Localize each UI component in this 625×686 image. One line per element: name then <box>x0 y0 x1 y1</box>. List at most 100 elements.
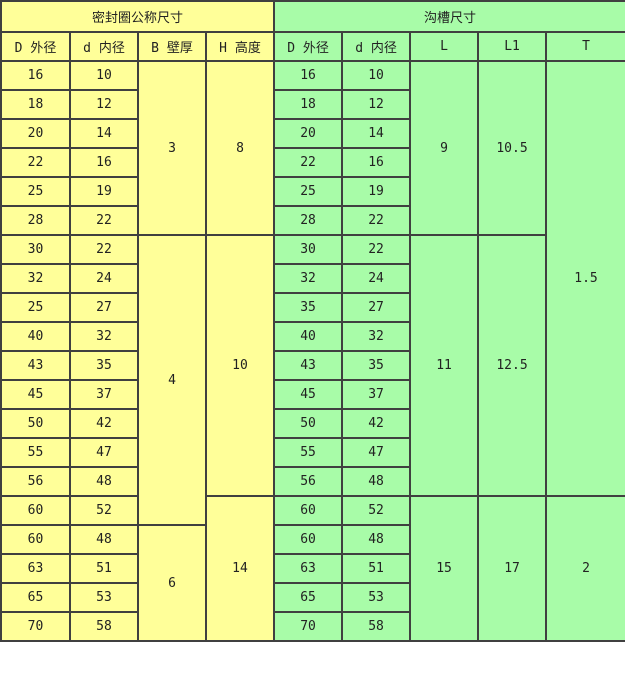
table-row: 60 48 6 60 48 <box>0 524 625 642</box>
groove-outer-diameter-cell: 20 <box>273 118 344 149</box>
seal-inner-diameter-cell: 42 <box>69 408 139 439</box>
seal-outer-diameter-cell: 63 <box>0 553 71 584</box>
table-row: 40 32 40 32 <box>0 321 625 352</box>
groove-outer-diameter-cell: 28 <box>273 205 344 236</box>
seal-outer-diameter-cell: 25 <box>0 176 71 207</box>
groove-inner-diameter-cell: 42 <box>341 408 412 439</box>
seal-outer-diameter-cell: 60 <box>0 524 71 555</box>
merged-h-cell: 8 <box>204 60 276 236</box>
table-row: 18 12 18 12 <box>0 89 625 120</box>
groove-outer-diameter-cell: 56 <box>273 466 344 497</box>
groove-inner-diameter-cell: 16 <box>341 147 412 178</box>
groove-inner-diameter-cell: 47 <box>341 437 412 468</box>
merged-l1-cell: 17 <box>477 495 548 642</box>
groove-outer-diameter-cell: 16 <box>273 60 344 91</box>
column-header-groove-l: L <box>409 31 480 62</box>
seal-inner-diameter-cell: 27 <box>69 292 139 323</box>
seal-outer-diameter-cell: 55 <box>0 437 71 468</box>
merged-h-cell: 10 <box>204 234 276 497</box>
groove-inner-diameter-cell: 22 <box>341 205 412 236</box>
seal-outer-diameter-cell: 30 <box>0 234 71 265</box>
table-row: 50 42 50 42 <box>0 408 625 439</box>
table-row: 16 10 3 8 16 10 9 10.5 1.5 <box>0 60 625 497</box>
seal-inner-diameter-cell: 37 <box>69 379 139 410</box>
merged-l-cell: 15 <box>409 495 480 642</box>
table-row: 22 16 22 16 <box>0 147 625 178</box>
merged-b-cell: 6 <box>137 524 207 642</box>
groove-outer-diameter-cell: 25 <box>273 176 344 207</box>
groove-inner-diameter-cell: 22 <box>341 234 412 265</box>
merged-l-cell: 9 <box>409 60 480 236</box>
seal-inner-diameter-cell: 12 <box>69 89 139 120</box>
merged-l-cell: 11 <box>409 234 480 497</box>
seal-inner-diameter-cell: 24 <box>69 263 139 294</box>
table-row: 32 24 32 24 <box>0 263 625 294</box>
groove-inner-diameter-cell: 12 <box>341 89 412 120</box>
column-header-seal-wall-thickness: B 壁厚 <box>137 31 207 62</box>
groove-inner-diameter-cell: 32 <box>341 321 412 352</box>
groove-inner-diameter-cell: 48 <box>341 524 412 555</box>
groove-inner-diameter-cell: 37 <box>341 379 412 410</box>
merged-b-cell: 4 <box>137 234 207 526</box>
seal-outer-diameter-cell: 70 <box>0 611 71 642</box>
seal-outer-diameter-cell: 60 <box>0 495 71 526</box>
seal-inner-diameter-cell: 52 <box>69 495 139 526</box>
table-row: 56 48 56 48 <box>0 466 625 497</box>
table-row: 70 58 70 58 <box>0 611 625 642</box>
groove-inner-diameter-cell: 24 <box>341 263 412 294</box>
groove-outer-diameter-cell: 40 <box>273 321 344 352</box>
seal-inner-diameter-cell: 32 <box>69 321 139 352</box>
groove-outer-diameter-cell: 50 <box>273 408 344 439</box>
table-row: 25 19 25 19 <box>0 176 625 207</box>
groove-outer-diameter-cell: 70 <box>273 611 344 642</box>
table-row: 43 35 43 35 <box>0 350 625 381</box>
merged-b-cell: 3 <box>137 60 207 236</box>
groove-outer-diameter-cell: 60 <box>273 495 344 526</box>
groove-size-header: 沟槽尺寸 <box>273 0 625 33</box>
groove-inner-diameter-cell: 10 <box>341 60 412 91</box>
seal-outer-diameter-cell: 20 <box>0 118 71 149</box>
table-row: 25 27 35 27 <box>0 292 625 323</box>
groove-inner-diameter-cell: 27 <box>341 292 412 323</box>
merged-l1-cell: 10.5 <box>477 60 548 236</box>
seal-nominal-size-header: 密封圈公称尺寸 <box>0 0 276 33</box>
seal-inner-diameter-cell: 22 <box>69 205 139 236</box>
groove-inner-diameter-cell: 58 <box>341 611 412 642</box>
seal-outer-diameter-cell: 32 <box>0 263 71 294</box>
seal-inner-diameter-cell: 35 <box>69 350 139 381</box>
table-row: 65 53 65 53 <box>0 582 625 613</box>
seal-inner-diameter-cell: 22 <box>69 234 139 265</box>
seal-inner-diameter-cell: 53 <box>69 582 139 613</box>
merged-h-cell: 14 <box>204 495 276 642</box>
column-header-groove-l1: L1 <box>477 31 548 62</box>
seal-inner-diameter-cell: 16 <box>69 147 139 178</box>
groove-inner-diameter-cell: 19 <box>341 176 412 207</box>
groove-outer-diameter-cell: 32 <box>273 263 344 294</box>
seal-outer-diameter-cell: 28 <box>0 205 71 236</box>
seal-inner-diameter-cell: 48 <box>69 466 139 497</box>
seal-outer-diameter-cell: 40 <box>0 321 71 352</box>
groove-inner-diameter-cell: 14 <box>341 118 412 149</box>
column-header-groove-inner-diameter: d 内径 <box>341 31 412 62</box>
seal-groove-dimension-table: 密封圈公称尺寸 沟槽尺寸 D 外径 d 内径 B 壁厚 H 高度 D 外径 d 内径 L L1… <box>0 0 625 642</box>
seal-outer-diameter-cell: 43 <box>0 350 71 381</box>
table-row: 20 14 20 14 <box>0 118 625 149</box>
seal-inner-diameter-cell: 48 <box>69 524 139 555</box>
column-header-groove-outer-diameter: D 外径 <box>273 31 344 62</box>
seal-inner-diameter-cell: 10 <box>69 60 139 91</box>
column-header-seal-outer-diameter: D 外径 <box>0 31 71 62</box>
groove-inner-diameter-cell: 52 <box>341 495 412 526</box>
table-row: 30 22 4 10 30 22 11 12.5 <box>0 234 625 526</box>
groove-outer-diameter-cell: 60 <box>273 524 344 555</box>
seal-outer-diameter-cell: 65 <box>0 582 71 613</box>
seal-outer-diameter-cell: 16 <box>0 60 71 91</box>
table-row: 45 37 45 37 <box>0 379 625 410</box>
groove-inner-diameter-cell: 53 <box>341 582 412 613</box>
seal-inner-diameter-cell: 14 <box>69 118 139 149</box>
groove-outer-diameter-cell: 18 <box>273 89 344 120</box>
column-header-seal-inner-diameter: d 内径 <box>69 31 139 62</box>
table-row: 28 22 28 22 <box>0 205 625 236</box>
table-row: 55 47 55 47 <box>0 437 625 468</box>
merged-t-cell: 1.5 <box>545 60 625 497</box>
seal-outer-diameter-cell: 22 <box>0 147 71 178</box>
